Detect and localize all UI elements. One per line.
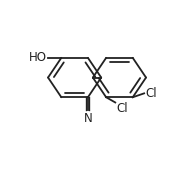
Text: HO: HO bbox=[29, 51, 47, 64]
Text: Cl: Cl bbox=[145, 87, 156, 100]
Text: N: N bbox=[83, 112, 92, 125]
Text: Cl: Cl bbox=[116, 102, 128, 115]
